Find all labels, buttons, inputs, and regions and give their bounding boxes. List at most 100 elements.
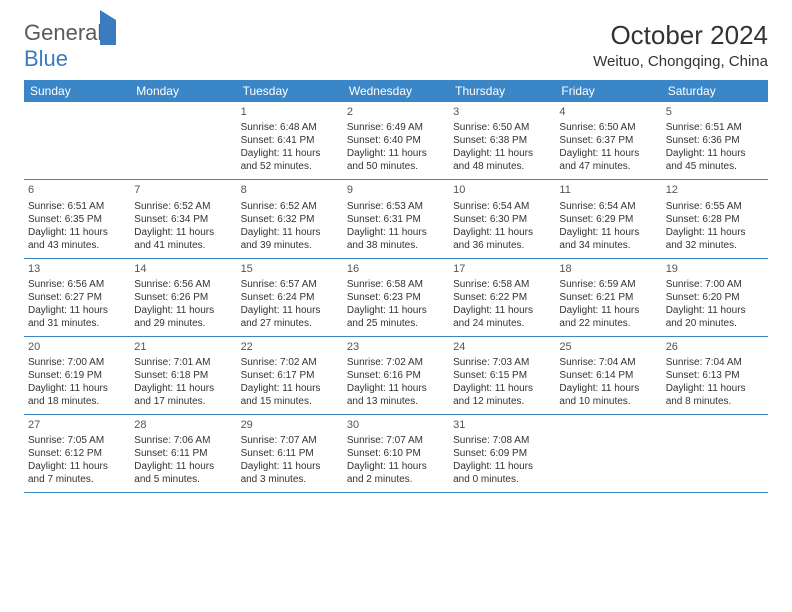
calendar-cell: 2Sunrise: 6:49 AMSunset: 6:40 PMDaylight… — [343, 102, 449, 179]
daylight-text: Daylight: 11 hours and 0 minutes. — [453, 460, 551, 486]
sunset-text: Sunset: 6:16 PM — [347, 369, 445, 382]
sunrise-text: Sunrise: 6:52 AM — [241, 200, 339, 213]
day-number: 10 — [453, 183, 551, 197]
calendar-row: 13Sunrise: 6:56 AMSunset: 6:27 PMDayligh… — [24, 259, 768, 337]
daylight-text: Daylight: 11 hours and 36 minutes. — [453, 226, 551, 252]
calendar-cell: 15Sunrise: 6:57 AMSunset: 6:24 PMDayligh… — [237, 259, 343, 336]
month-title: October 2024 — [593, 20, 768, 51]
calendar-cell: 1Sunrise: 6:48 AMSunset: 6:41 PMDaylight… — [237, 102, 343, 179]
logo-triangle-icon — [100, 10, 116, 45]
calendar-cell: 9Sunrise: 6:53 AMSunset: 6:31 PMDaylight… — [343, 180, 449, 257]
calendar-cell: 20Sunrise: 7:00 AMSunset: 6:19 PMDayligh… — [24, 337, 130, 414]
day-number: 16 — [347, 262, 445, 276]
daylight-text: Daylight: 11 hours and 48 minutes. — [453, 147, 551, 173]
daylight-text: Daylight: 11 hours and 13 minutes. — [347, 382, 445, 408]
daylight-text: Daylight: 11 hours and 8 minutes. — [666, 382, 764, 408]
sunset-text: Sunset: 6:28 PM — [666, 213, 764, 226]
daylight-text: Daylight: 11 hours and 31 minutes. — [28, 304, 126, 330]
calendar-cell: 25Sunrise: 7:04 AMSunset: 6:14 PMDayligh… — [555, 337, 661, 414]
daylight-text: Daylight: 11 hours and 3 minutes. — [241, 460, 339, 486]
location-label: Weituo, Chongqing, China — [593, 53, 768, 70]
sunrise-text: Sunrise: 7:00 AM — [28, 356, 126, 369]
daylight-text: Daylight: 11 hours and 20 minutes. — [666, 304, 764, 330]
day-number: 30 — [347, 418, 445, 432]
day-number: 15 — [241, 262, 339, 276]
day-number: 9 — [347, 183, 445, 197]
calendar-cell: 19Sunrise: 7:00 AMSunset: 6:20 PMDayligh… — [662, 259, 768, 336]
sunset-text: Sunset: 6:38 PM — [453, 134, 551, 147]
daylight-text: Daylight: 11 hours and 43 minutes. — [28, 226, 126, 252]
daylight-text: Daylight: 11 hours and 12 minutes. — [453, 382, 551, 408]
sunrise-text: Sunrise: 6:48 AM — [241, 121, 339, 134]
calendar-cell: 10 Sunrise: 6:54 AMSunset: 6:30 PMDayligh… — [449, 180, 555, 257]
calendar-cell: 21Sunrise: 7:01 AMSunset: 6:18 PMDayligh… — [130, 337, 236, 414]
sunset-text: Sunset: 6:19 PM — [28, 369, 126, 382]
day-number: 17 — [453, 262, 551, 276]
sunrise-text: Sunrise: 6:54 AM — [453, 200, 551, 213]
daylight-text: Daylight: 11 hours and 45 minutes. — [666, 147, 764, 173]
calendar-cell — [130, 102, 236, 179]
daylight-text: Daylight: 11 hours and 24 minutes. — [453, 304, 551, 330]
daylight-text: Daylight: 11 hours and 2 minutes. — [347, 460, 445, 486]
sunset-text: Sunset: 6:13 PM — [666, 369, 764, 382]
sunset-text: Sunset: 6:09 PM — [453, 447, 551, 460]
sunrise-text: Sunrise: 6:51 AM — [28, 200, 126, 213]
calendar-cell: 5Sunrise: 6:51 AMSunset: 6:36 PMDaylight… — [662, 102, 768, 179]
calendar-row: 27Sunrise: 7:05 AMSunset: 6:12 PMDayligh… — [24, 415, 768, 493]
daylight-text: Daylight: 11 hours and 29 minutes. — [134, 304, 232, 330]
day-number: 27 — [28, 418, 126, 432]
sunset-text: Sunset: 6:17 PM — [241, 369, 339, 382]
daylight-text: Daylight: 11 hours and 38 minutes. — [347, 226, 445, 252]
calendar-cell — [24, 102, 130, 179]
calendar-header-row: Sunday Monday Tuesday Wednesday Thursday… — [24, 80, 768, 102]
sunset-text: Sunset: 6:12 PM — [28, 447, 126, 460]
weekday-header: Friday — [555, 80, 661, 102]
calendar-cell: 30 Sunrise: 7:07 AMSunset: 6:10 PMDayligh… — [343, 415, 449, 492]
day-number: 14 — [134, 262, 232, 276]
sunrise-text: Sunrise: 6:56 AM — [28, 278, 126, 291]
day-number: 13 — [28, 262, 126, 276]
sunset-text: Sunset: 6:41 PM — [241, 134, 339, 147]
calendar-cell: 3Sunrise: 6:50 AMSunset: 6:38 PMDaylight… — [449, 102, 555, 179]
day-number: 21 — [134, 340, 232, 354]
sunset-text: Sunset: 6:14 PM — [559, 369, 657, 382]
sunset-text: Sunset: 6:20 PM — [666, 291, 764, 304]
day-number: 29 — [241, 418, 339, 432]
sunrise-text: Sunrise: 6:58 AM — [453, 278, 551, 291]
calendar-cell: 18Sunrise: 6:59 AMSunset: 6:21 PMDayligh… — [555, 259, 661, 336]
sunrise-text: Sunrise: 6:54 AM — [559, 200, 657, 213]
sunset-text: Sunset: 6:30 PM — [453, 213, 551, 226]
sunrise-text: Sunrise: 6:58 AM — [347, 278, 445, 291]
sunrise-text: Sunrise: 6:50 AM — [559, 121, 657, 134]
sunrise-text: Sunrise: 6:49 AM — [347, 121, 445, 134]
daylight-text: Daylight: 11 hours and 25 minutes. — [347, 304, 445, 330]
sunset-text: Sunset: 6:18 PM — [134, 369, 232, 382]
sunrise-text: Sunrise: 7:08 AM — [453, 434, 551, 447]
calendar-cell — [555, 415, 661, 492]
sunrise-text: Sunrise: 7:04 AM — [559, 356, 657, 369]
day-number: 4 — [559, 105, 657, 119]
calendar-cell: 28Sunrise: 7:06 AMSunset: 6:11 PMDayligh… — [130, 415, 236, 492]
sunrise-text: Sunrise: 7:03 AM — [453, 356, 551, 369]
daylight-text: Daylight: 11 hours and 15 minutes. — [241, 382, 339, 408]
day-number: 26 — [666, 340, 764, 354]
sunrise-text: Sunrise: 7:07 AM — [347, 434, 445, 447]
sunset-text: Sunset: 6:35 PM — [28, 213, 126, 226]
sunset-text: Sunset: 6:10 PM — [347, 447, 445, 460]
daylight-text: Daylight: 11 hours and 47 minutes. — [559, 147, 657, 173]
logo-text-1: General — [24, 20, 102, 45]
sunrise-text: Sunrise: 6:57 AM — [241, 278, 339, 291]
calendar-cell: 4Sunrise: 6:50 AMSunset: 6:37 PMDaylight… — [555, 102, 661, 179]
sunset-text: Sunset: 6:32 PM — [241, 213, 339, 226]
calendar-row: 1Sunrise: 6:48 AMSunset: 6:41 PMDaylight… — [24, 102, 768, 180]
calendar-cell: 13Sunrise: 6:56 AMSunset: 6:27 PMDayligh… — [24, 259, 130, 336]
sunrise-text: Sunrise: 7:02 AM — [347, 356, 445, 369]
day-number: 8 — [241, 183, 339, 197]
sunrise-text: Sunrise: 7:06 AM — [134, 434, 232, 447]
sunset-text: Sunset: 6:23 PM — [347, 291, 445, 304]
calendar-cell: 14Sunrise: 6:56 AMSunset: 6:26 PMDayligh… — [130, 259, 236, 336]
weekday-header: Tuesday — [237, 80, 343, 102]
weekday-header: Monday — [130, 80, 236, 102]
calendar-row: 6Sunrise: 6:51 AMSunset: 6:35 PMDaylight… — [24, 180, 768, 258]
day-number: 11 — [559, 183, 657, 197]
